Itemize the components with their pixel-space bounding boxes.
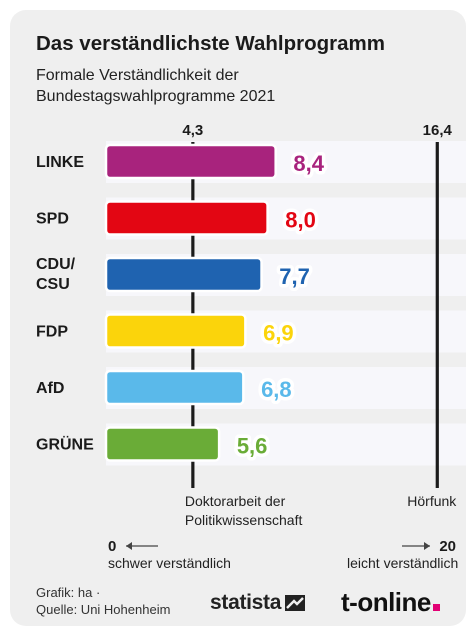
- data-label: 8,0: [285, 208, 316, 233]
- bar: [104, 256, 263, 293]
- bar: [104, 143, 277, 180]
- chart-subtitle: Formale Verständlichkeit der Bundestagsw…: [36, 67, 276, 105]
- category-label: GRÜNE: [36, 435, 94, 454]
- chart-title: Das verständlichste Wahlprogramm: [36, 32, 385, 55]
- category-label: AfD: [36, 380, 64, 397]
- infographic-card: Das verständlichste Wahlprogramm Formale…: [10, 10, 466, 626]
- scale-arrow-icon: [424, 542, 430, 550]
- source-text: Quelle: Uni Hohenheim: [36, 602, 171, 617]
- reference-value-label: 16,4: [423, 122, 453, 139]
- category-label: FDP: [36, 324, 68, 341]
- scale-min-label: 0: [108, 538, 116, 555]
- credit-text: Grafik: ha ·: [36, 585, 101, 600]
- data-label: 7,7: [279, 264, 310, 289]
- scale-arrow-icon: [126, 542, 132, 550]
- tonline-dot-icon: [432, 604, 440, 611]
- scale-max-text: leicht verständlich: [347, 555, 459, 571]
- bar: [104, 200, 269, 236]
- reference-value-label: 4,3: [182, 122, 203, 139]
- category-label: CDU/CSU: [36, 256, 76, 293]
- category-label: SPD: [36, 211, 69, 228]
- tonline-wordmark: t-online: [341, 587, 431, 617]
- scale-min-text: schwer verständlich: [108, 555, 231, 571]
- bar-chart: 4,3 16,4 LINKE 8,4 SPD 8,0 CDU/CSU 7,7 FDP 6,9 AfD…: [36, 122, 466, 555]
- statista-logo: statista: [210, 590, 306, 616]
- bar: [104, 426, 221, 462]
- data-label: 6,9: [263, 321, 294, 346]
- data-label: 6,8: [261, 377, 292, 402]
- bar: [104, 369, 245, 406]
- tonline-logo: t-online: [341, 587, 440, 618]
- statista-wordmark: statista: [210, 591, 282, 614]
- data-label: 8,4: [293, 151, 324, 176]
- category-label: LINKE: [36, 154, 84, 171]
- data-label: 5,6: [237, 434, 268, 459]
- scale-max-label: 20: [439, 538, 456, 555]
- reference-note-left: Doktorarbeit der Politikwissenschaft: [184, 493, 303, 528]
- bar: [104, 313, 247, 349]
- statista-logo-icon: [285, 595, 306, 611]
- reference-note-right: Hörfunk: [407, 493, 457, 509]
- footer-credits: Grafik: ha · Quelle: Uni Hohenheim: [36, 584, 170, 618]
